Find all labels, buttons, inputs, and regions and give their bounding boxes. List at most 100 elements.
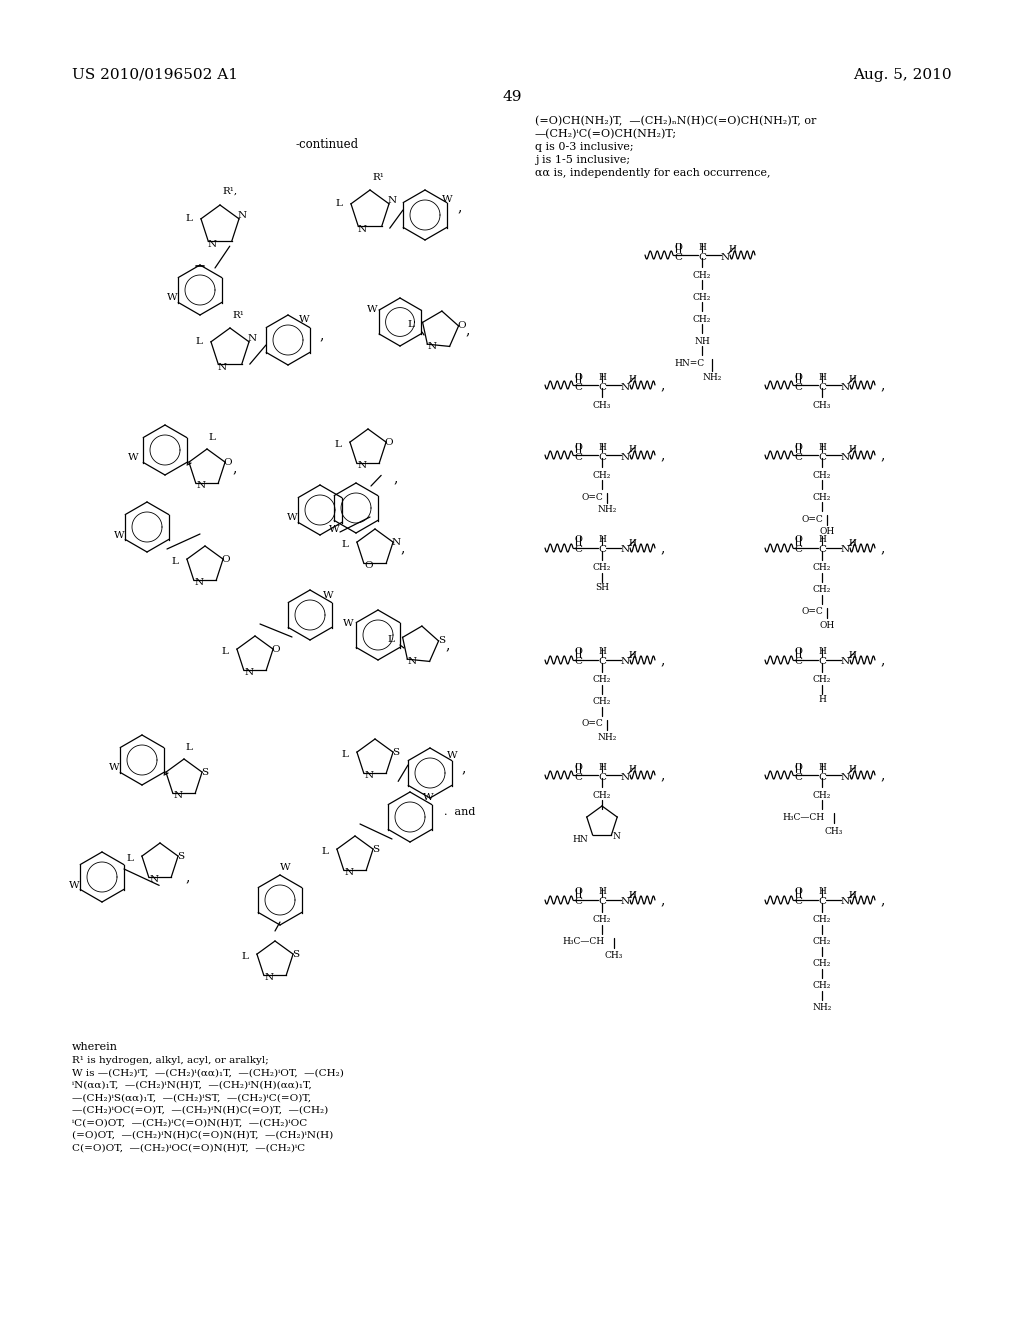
Text: CH₃: CH₃ xyxy=(593,400,611,409)
Text: W: W xyxy=(287,513,297,523)
Text: O=C: O=C xyxy=(801,607,823,616)
Text: C: C xyxy=(674,252,682,261)
Text: S: S xyxy=(392,747,399,756)
Text: L: L xyxy=(209,433,215,441)
Text: L: L xyxy=(387,635,394,644)
Text: CH₂: CH₂ xyxy=(813,982,831,990)
Text: CH₂: CH₂ xyxy=(593,564,611,573)
Text: ,: , xyxy=(445,638,451,652)
Text: C: C xyxy=(818,545,826,554)
Text: L: L xyxy=(341,750,348,759)
Text: W: W xyxy=(167,293,177,302)
Text: C: C xyxy=(574,772,582,781)
Text: N: N xyxy=(173,791,182,800)
Text: C: C xyxy=(818,898,826,907)
Text: H: H xyxy=(628,891,636,899)
Text: NH₂: NH₂ xyxy=(597,506,616,515)
Text: SH: SH xyxy=(595,583,609,593)
Text: W: W xyxy=(367,305,377,314)
Text: ⁱC(=O)OT,  —(CH₂)ⁱC(=O)N(H)T,  —(CH₂)ⁱOC: ⁱC(=O)OT, —(CH₂)ⁱC(=O)N(H)T, —(CH₂)ⁱOC xyxy=(72,1118,307,1127)
Text: wherein: wherein xyxy=(72,1041,118,1052)
Text: L: L xyxy=(336,199,342,209)
Text: W: W xyxy=(446,751,458,759)
Text: N: N xyxy=(264,973,273,982)
Text: ,: , xyxy=(881,653,885,667)
Text: HN: HN xyxy=(572,836,589,845)
Text: ,: , xyxy=(660,894,666,907)
Text: O=C: O=C xyxy=(582,719,603,729)
Text: N: N xyxy=(841,657,850,667)
Text: W: W xyxy=(114,531,124,540)
Text: N: N xyxy=(841,545,850,554)
Text: CH₂: CH₂ xyxy=(593,791,611,800)
Text: CH₃: CH₃ xyxy=(605,952,624,961)
Text: ⁱN(αα)₁T,  —(CH₂)ⁱN(H)T,  —(CH₂)ⁱN(H)(αα)₁T,: ⁱN(αα)₁T, —(CH₂)ⁱN(H)T, —(CH₂)ⁱN(H)(αα)₁… xyxy=(72,1081,311,1090)
Text: H: H xyxy=(728,246,736,255)
Text: H: H xyxy=(598,442,606,451)
Text: H: H xyxy=(698,243,706,252)
Text: ,: , xyxy=(319,327,325,342)
Text: OH: OH xyxy=(819,528,835,536)
Text: CH₂: CH₂ xyxy=(813,586,831,594)
Text: O=C: O=C xyxy=(801,515,823,524)
Text: O: O xyxy=(794,442,802,451)
Text: L: L xyxy=(335,440,341,449)
Text: N: N xyxy=(344,867,353,876)
Text: L: L xyxy=(127,854,133,863)
Text: ,: , xyxy=(881,378,885,392)
Text: S: S xyxy=(177,851,184,861)
Text: W: W xyxy=(280,863,291,873)
Text: O: O xyxy=(574,442,582,451)
Text: N: N xyxy=(721,252,729,261)
Text: S: S xyxy=(438,636,445,645)
Text: ,: , xyxy=(881,768,885,781)
Text: W: W xyxy=(299,315,309,325)
Text: N: N xyxy=(365,771,374,780)
Text: H: H xyxy=(848,446,856,454)
Text: H: H xyxy=(818,696,826,705)
Text: N: N xyxy=(841,453,850,462)
Text: CH₂: CH₂ xyxy=(813,960,831,969)
Text: C: C xyxy=(574,898,582,907)
Text: j is 1-5 inclusive;: j is 1-5 inclusive; xyxy=(535,154,630,165)
Text: CH₂: CH₂ xyxy=(693,315,712,325)
Text: (=O)CH(NH₂)T,  —(CH₂)ₙN(H)C(=O)CH(NH₂)T, or: (=O)CH(NH₂)T, —(CH₂)ₙN(H)C(=O)CH(NH₂)T, … xyxy=(535,116,816,127)
Text: H: H xyxy=(818,536,826,544)
Text: L: L xyxy=(171,557,178,566)
Text: —(CH₂)ⁱOC(=O)T,  —(CH₂)ⁱN(H)C(=O)T,  —(CH₂): —(CH₂)ⁱOC(=O)T, —(CH₂)ⁱN(H)C(=O)T, —(CH₂… xyxy=(72,1106,329,1115)
Text: L: L xyxy=(185,742,193,751)
Text: NH₂: NH₂ xyxy=(702,372,722,381)
Text: N: N xyxy=(841,383,850,392)
Text: N: N xyxy=(195,578,204,587)
Text: CH₂: CH₂ xyxy=(693,272,712,281)
Text: αα is, independently for each occurrence,: αα is, independently for each occurrence… xyxy=(535,168,770,178)
Text: OH: OH xyxy=(819,620,835,630)
Text: H: H xyxy=(818,442,826,451)
Text: O: O xyxy=(271,644,281,653)
Text: C: C xyxy=(574,657,582,667)
Text: O: O xyxy=(222,554,230,564)
Text: CH₃: CH₃ xyxy=(824,826,843,836)
Text: ,: , xyxy=(400,541,406,554)
Text: W: W xyxy=(109,763,120,772)
Text: HN=C: HN=C xyxy=(675,359,706,367)
Text: ,: , xyxy=(185,870,190,884)
Text: L: L xyxy=(408,319,414,329)
Text: N: N xyxy=(621,383,630,392)
Text: C: C xyxy=(598,383,606,392)
Text: CH₂: CH₂ xyxy=(593,916,611,924)
Text: O: O xyxy=(794,372,802,381)
Text: N: N xyxy=(197,480,206,490)
Text: C: C xyxy=(598,657,606,667)
Text: q is 0-3 inclusive;: q is 0-3 inclusive; xyxy=(535,143,634,152)
Text: H: H xyxy=(848,375,856,384)
Text: O: O xyxy=(224,458,232,467)
Text: H: H xyxy=(818,887,826,896)
Text: O: O xyxy=(574,763,582,771)
Text: C: C xyxy=(818,383,826,392)
Text: C: C xyxy=(794,898,802,907)
Text: C: C xyxy=(598,453,606,462)
Text: C(=O)OT,  —(CH₂)ⁱOC(=O)N(H)T,  —(CH₂)ⁱC: C(=O)OT, —(CH₂)ⁱOC(=O)N(H)T, —(CH₂)ⁱC xyxy=(72,1143,305,1152)
Text: CH₂: CH₂ xyxy=(813,564,831,573)
Text: W: W xyxy=(323,590,334,599)
